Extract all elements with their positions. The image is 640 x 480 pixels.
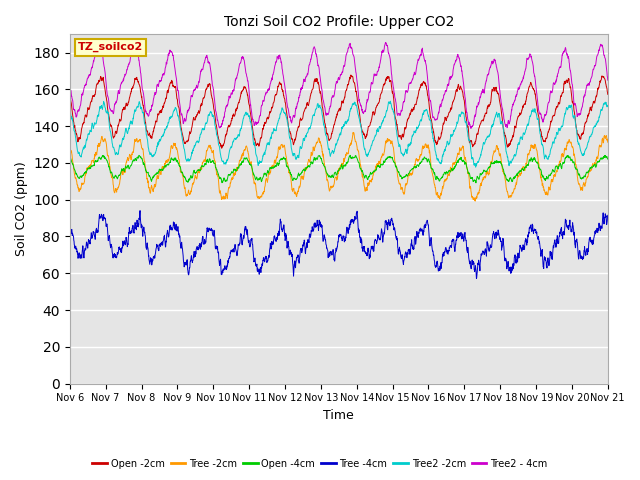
Legend: Open -2cm, Tree -2cm, Open -4cm, Tree -4cm, Tree2 -2cm, Tree2 - 4cm: Open -2cm, Tree -2cm, Open -4cm, Tree -4… xyxy=(88,455,552,473)
Text: TZ_soilco2: TZ_soilco2 xyxy=(78,42,143,52)
Y-axis label: Soil CO2 (ppm): Soil CO2 (ppm) xyxy=(15,162,28,256)
X-axis label: Time: Time xyxy=(323,409,354,422)
Title: Tonzi Soil CO2 Profile: Upper CO2: Tonzi Soil CO2 Profile: Upper CO2 xyxy=(223,15,454,29)
